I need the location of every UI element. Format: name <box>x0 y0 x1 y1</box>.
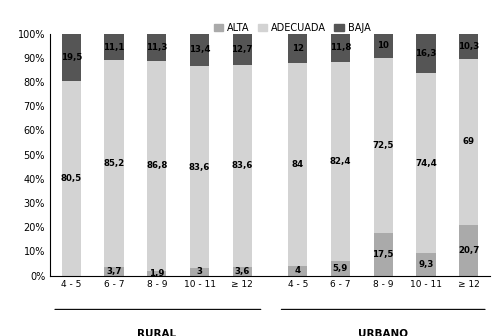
Bar <box>147 34 167 61</box>
Text: 17,5: 17,5 <box>372 250 394 259</box>
Text: 3,7: 3,7 <box>106 266 122 276</box>
Bar <box>288 34 308 62</box>
Text: 11,3: 11,3 <box>146 43 168 52</box>
Bar <box>288 62 308 266</box>
Bar <box>62 34 81 81</box>
Bar <box>190 66 209 268</box>
Text: 83,6: 83,6 <box>232 161 253 170</box>
Bar <box>416 73 436 253</box>
Text: 3,6: 3,6 <box>234 267 250 276</box>
Bar <box>374 58 393 233</box>
Text: 1,9: 1,9 <box>149 269 164 278</box>
Bar <box>104 266 124 276</box>
Bar <box>331 261 350 276</box>
Text: 10,3: 10,3 <box>458 42 479 50</box>
Bar <box>288 266 308 276</box>
Text: 20,7: 20,7 <box>458 246 479 255</box>
Text: 85,2: 85,2 <box>104 159 124 168</box>
Text: 12: 12 <box>292 44 304 53</box>
Legend: ALTA, ADECUADA, BAJA: ALTA, ADECUADA, BAJA <box>210 19 374 37</box>
Text: 11,8: 11,8 <box>330 43 351 52</box>
Bar <box>331 33 350 62</box>
Text: 12,7: 12,7 <box>232 45 253 54</box>
Bar <box>374 34 393 58</box>
Bar <box>459 225 478 276</box>
Bar <box>232 34 252 65</box>
Bar <box>416 34 436 73</box>
Text: 72,5: 72,5 <box>372 141 394 150</box>
Text: 4: 4 <box>294 266 301 275</box>
Text: 80,5: 80,5 <box>61 174 82 183</box>
Text: 84: 84 <box>292 160 304 169</box>
Bar <box>104 60 124 266</box>
Text: 86,8: 86,8 <box>146 161 168 170</box>
Bar <box>232 267 252 276</box>
Text: 3: 3 <box>196 267 202 277</box>
Text: RURAL: RURAL <box>137 329 176 336</box>
Text: 16,3: 16,3 <box>415 49 436 58</box>
Bar <box>190 34 209 66</box>
Text: 74,4: 74,4 <box>415 159 437 168</box>
Text: 11,1: 11,1 <box>104 43 125 51</box>
Bar <box>104 34 124 60</box>
Bar <box>147 61 167 271</box>
Text: 13,4: 13,4 <box>189 45 210 54</box>
Bar <box>459 34 478 58</box>
Bar <box>190 268 209 276</box>
Bar <box>459 58 478 225</box>
Bar <box>62 81 81 276</box>
Bar <box>147 271 167 276</box>
Text: 83,6: 83,6 <box>189 163 210 172</box>
Text: 69: 69 <box>462 137 474 146</box>
Text: 10: 10 <box>378 41 389 50</box>
Bar <box>331 62 350 261</box>
Text: 82,4: 82,4 <box>330 157 351 166</box>
Text: 5,9: 5,9 <box>333 264 348 273</box>
Text: 19,5: 19,5 <box>60 53 82 62</box>
Text: URBANO: URBANO <box>358 329 408 336</box>
Bar <box>416 253 436 276</box>
Bar <box>374 233 393 276</box>
Bar <box>232 65 252 267</box>
Text: 9,3: 9,3 <box>418 260 434 269</box>
